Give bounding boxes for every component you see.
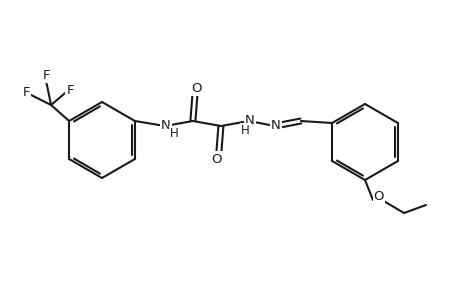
Text: O: O (211, 152, 222, 166)
Text: N: N (245, 113, 254, 127)
Text: N: N (161, 118, 170, 131)
Text: F: F (42, 68, 50, 82)
Text: O: O (373, 190, 383, 203)
Text: N: N (270, 118, 280, 131)
Text: O: O (191, 82, 202, 94)
Text: H: H (169, 127, 178, 140)
Text: F: F (66, 83, 74, 97)
Text: H: H (240, 124, 249, 136)
Text: F: F (22, 85, 30, 98)
